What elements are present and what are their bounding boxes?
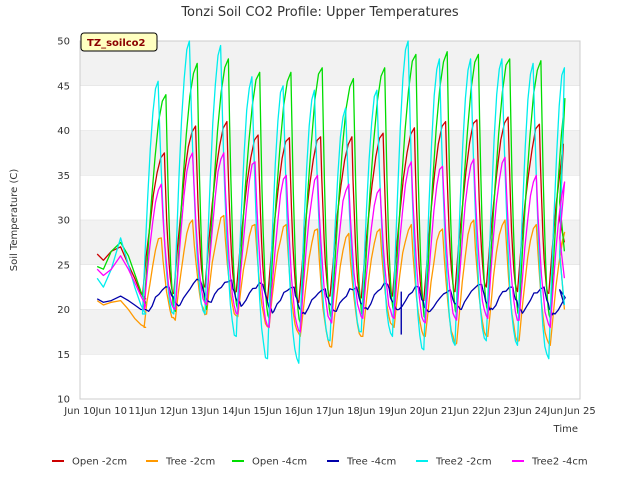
- x-tick-label: 16Jun: [285, 406, 313, 417]
- legend-item: Tree2 -4cm: [512, 457, 588, 468]
- x-axis-ticks: Jun 10 Jun 10 11Jun 12Jun 13Jun 14Jun 15Jun 16J…: [63, 406, 596, 417]
- x-tick-label: 14Jun: [222, 406, 250, 417]
- x-tick-label: 13Jun: [191, 406, 219, 417]
- site-badge-label: TZ_soilco2: [87, 38, 146, 49]
- site-badge: TZ_soilco2: [80, 32, 158, 52]
- x-tick-label: Jun 10: [94, 406, 127, 417]
- y-axis-ticks: 10 15 20 25 30 35 40 45 50: [57, 37, 70, 406]
- x-tick-label: 19Jun: [378, 406, 406, 417]
- y-axis-label: Soil Temperature (C): [9, 169, 20, 272]
- x-tick-label: Jun 25: [563, 406, 596, 417]
- x-tick-label: 22Jun: [472, 406, 500, 417]
- legend-label: Open -4cm: [252, 457, 307, 468]
- legend-label: Tree2 -4cm: [531, 457, 588, 468]
- grid-band: [80, 41, 580, 86]
- chart-title: Tonzi Soil CO2 Profile: Upper Temperatur…: [180, 5, 459, 20]
- legend-label: Tree2 -2cm: [435, 457, 492, 468]
- y-tick-label: 45: [57, 81, 70, 92]
- series-line-open-2cm: [96, 116, 566, 303]
- x-tick-label: 24Jun: [535, 406, 563, 417]
- series-line-tree2-2cm: [96, 40, 566, 364]
- legend-item: Open -2cm: [52, 457, 127, 468]
- legend-item: Tree -4cm: [327, 457, 396, 468]
- series-line-open-4cm: [96, 51, 566, 324]
- grid-band: [80, 354, 580, 399]
- legend-item: Tree2 -2cm: [416, 457, 492, 468]
- legend-label: Tree -4cm: [346, 457, 396, 468]
- x-tick-label: Jun 10: [63, 406, 96, 417]
- y-tick-label: 15: [57, 350, 70, 361]
- x-tick-label: 18Jun: [347, 406, 375, 417]
- legend-item: Open -4cm: [232, 457, 307, 468]
- y-tick-label: 50: [57, 37, 70, 48]
- x-tick-label: 23Jun: [503, 406, 531, 417]
- x-tick-label: 11Jun: [128, 406, 156, 417]
- y-tick-label: 30: [57, 216, 70, 227]
- x-axis-label: Time: [553, 424, 578, 435]
- x-tick-label: 12Jun: [160, 406, 188, 417]
- legend-label: Tree -2cm: [165, 457, 215, 468]
- x-tick-label: 20Jun: [410, 406, 438, 417]
- x-tick-label: 15Jun: [253, 406, 281, 417]
- x-tick-label: 21Jun: [441, 406, 469, 417]
- y-tick-label: 40: [57, 126, 70, 137]
- y-tick-label: 20: [57, 305, 70, 316]
- series-line-tree2-4cm: [96, 152, 566, 333]
- plot-area: [79, 40, 581, 400]
- legend: Open -2cm Tree -2cm Open -4cm Tree -4cm Tree…: [52, 457, 588, 468]
- legend-item: Tree -2cm: [146, 457, 215, 468]
- y-tick-label: 10: [57, 395, 70, 406]
- y-tick-label: 25: [57, 260, 70, 271]
- site-badge-box: [80, 32, 158, 52]
- series-lines: [96, 40, 566, 364]
- y-tick-label: 35: [57, 171, 70, 182]
- x-tick-label: 17Jun: [316, 406, 344, 417]
- legend-label: Open -2cm: [72, 457, 127, 468]
- grid-band: [80, 264, 580, 310]
